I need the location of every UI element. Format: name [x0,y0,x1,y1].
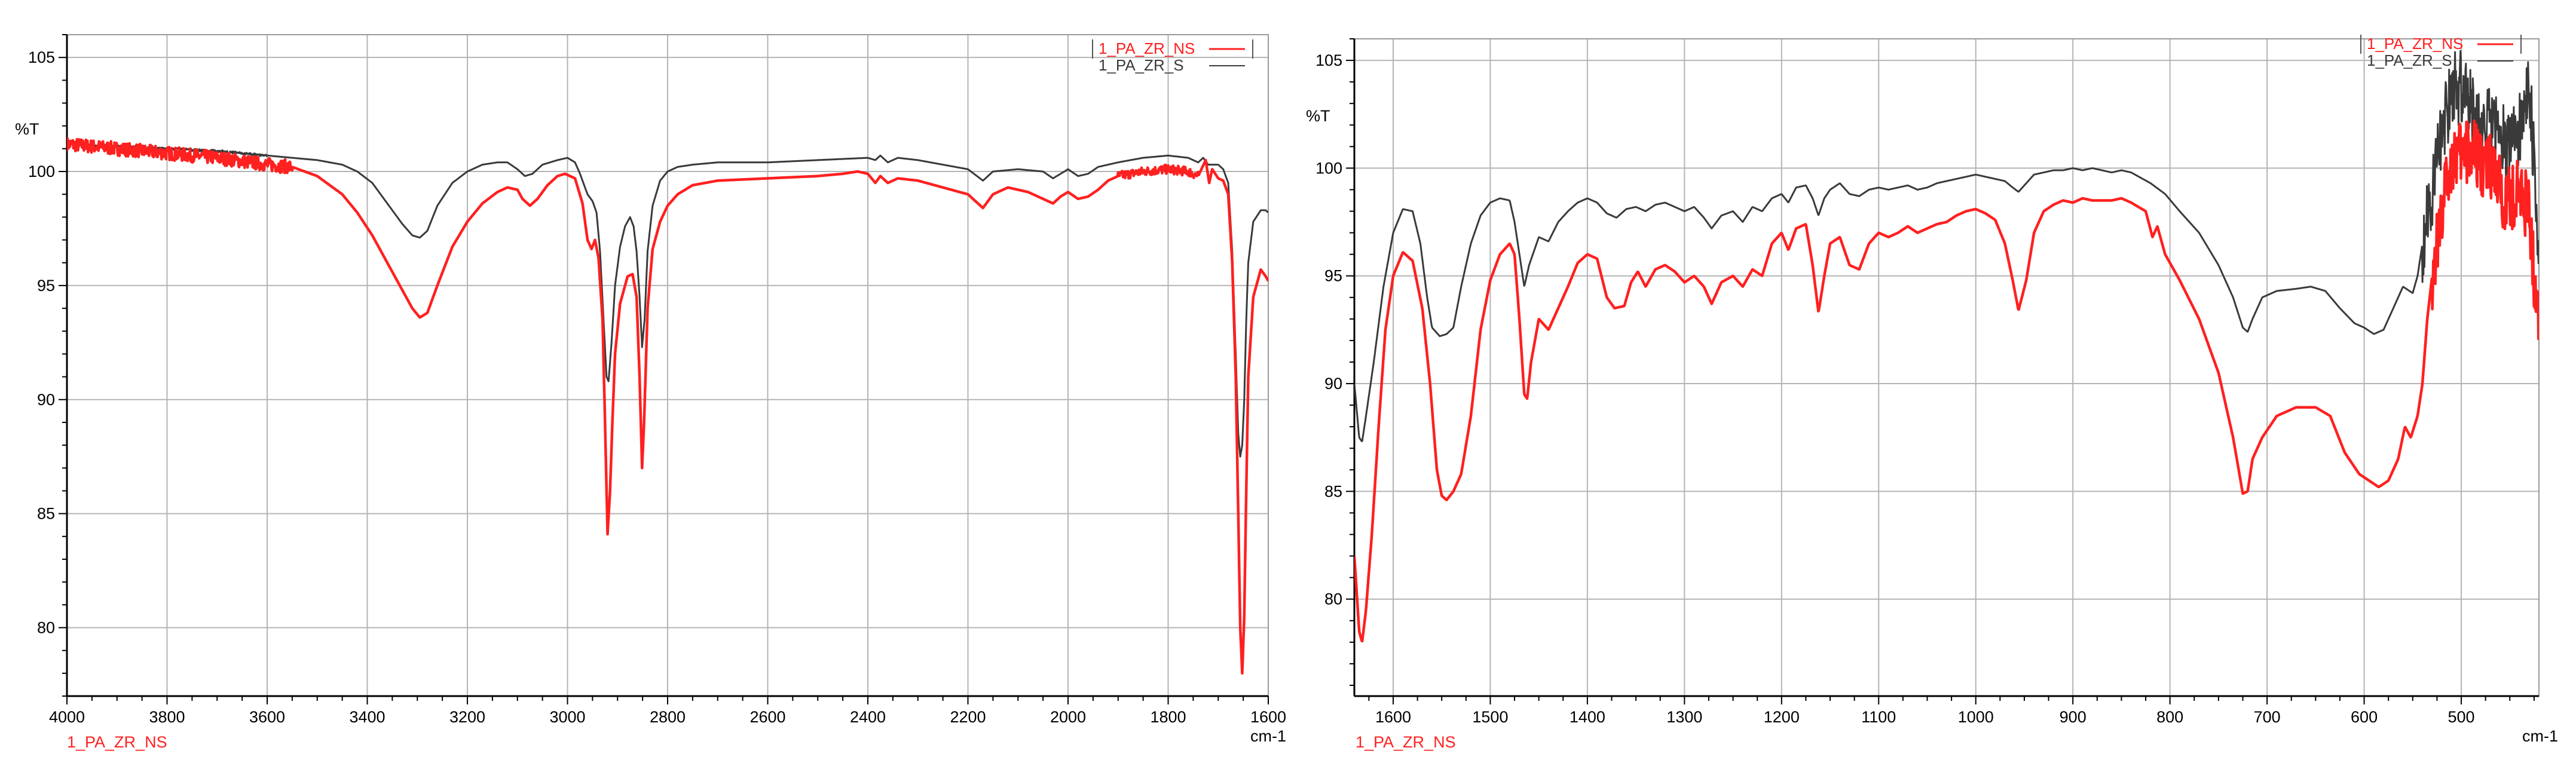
grid [1354,39,2539,696]
x-tick-label: 3800 [149,708,185,726]
ftir-chart-left: 4000 3800 3600 3400 3200 3000 2800 2600 2400 2200… [15,34,1286,751]
y-tick-label: 85 [37,505,55,523]
x-tick-label: 3600 [249,708,285,726]
y-tick-label: 85 [1324,482,1342,500]
x-tick-label: 1600 [1375,708,1411,726]
x-tick-label: 2000 [1050,708,1086,726]
x-tick-label: 1100 [1861,708,1896,726]
x-axis-label: cm-1 [2522,727,2558,745]
x-tick-label: 1400 [1570,708,1605,726]
y-tick-label: 95 [37,277,55,295]
x-tick-label: 1800 [1150,708,1186,726]
x-tick-label: 1300 [1666,708,1702,726]
legend-entry-label: 1_PA_ZR_S [1099,56,1184,74]
y-axis-label: %T [15,120,39,138]
x-tick-label: 3200 [449,708,485,726]
series-line-1-pa-zr-s [67,142,1268,458]
legend-entry-label: 1_PA_ZR_NS [2367,35,2463,53]
legend: 1_PA_ZR_NS1_PA_ZR_S [1092,39,1253,74]
legend: 1_PA_ZR_NS1_PA_ZR_S [2360,35,2522,69]
x-tick-label: 2200 [950,708,986,726]
footer-sample-label: 1_PA_ZR_NS [67,733,167,751]
y-axis-label: %T [1306,107,1330,125]
series-line-1-pa-zr-s [1354,50,2539,442]
x-tick-label: 800 [2156,708,2183,726]
footer-sample-label: 1_PA_ZR_NS [1356,733,1456,751]
y-tick-label: 80 [37,618,55,636]
x-tick-label: 1000 [1958,708,1994,726]
x-tick-label: 4000 [49,708,85,726]
x-tick-label: 1200 [1764,708,1800,726]
x-tick-label: 900 [2060,708,2087,726]
plot-area [1354,39,2539,696]
x-axis-label: cm-1 [1250,727,1286,745]
x-tick-label: 1600 [1250,708,1286,726]
x-tick-label: 1500 [1472,708,1508,726]
legend-entry-label: 1_PA_ZR_NS [1099,39,1195,57]
y-tick-label: 100 [28,163,55,180]
x-tick-label: 2400 [850,708,886,726]
x-tick-label: 3000 [549,708,585,726]
x-tick-label: 2800 [650,708,686,726]
y-tick-label: 105 [1315,51,1342,69]
legend-entry-label: 1_PA_ZR_S [2367,51,2452,69]
x-tick-label: 500 [2448,708,2475,726]
y-tick-label: 105 [28,48,55,66]
series-line-1-pa-zr-ns [67,137,1268,675]
grid [67,35,1268,696]
y-tick-label: 90 [37,391,55,409]
y-tick-label: 95 [1324,267,1342,285]
y-tick-label: 80 [1324,590,1342,608]
x-tick-label: 700 [2254,708,2281,726]
x-tick-label: 600 [2351,708,2378,726]
x-tick-label: 3400 [349,708,385,726]
x-tick-label: 2600 [749,708,785,726]
series-line-1-pa-zr-ns [1354,119,2539,643]
ftir-chart-right: 1600 1500 1400 1300 1200 1100 1000 900 800 700 600… [1306,35,2558,751]
y-tick-label: 90 [1324,375,1342,393]
y-tick-label: 100 [1315,159,1342,177]
